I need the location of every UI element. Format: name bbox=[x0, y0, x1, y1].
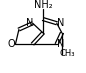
Text: N: N bbox=[26, 18, 33, 28]
Text: O: O bbox=[7, 39, 15, 49]
Text: N: N bbox=[57, 18, 64, 28]
Text: NH₂: NH₂ bbox=[34, 0, 52, 10]
Text: CH₃: CH₃ bbox=[59, 49, 75, 58]
Text: N: N bbox=[57, 39, 64, 49]
